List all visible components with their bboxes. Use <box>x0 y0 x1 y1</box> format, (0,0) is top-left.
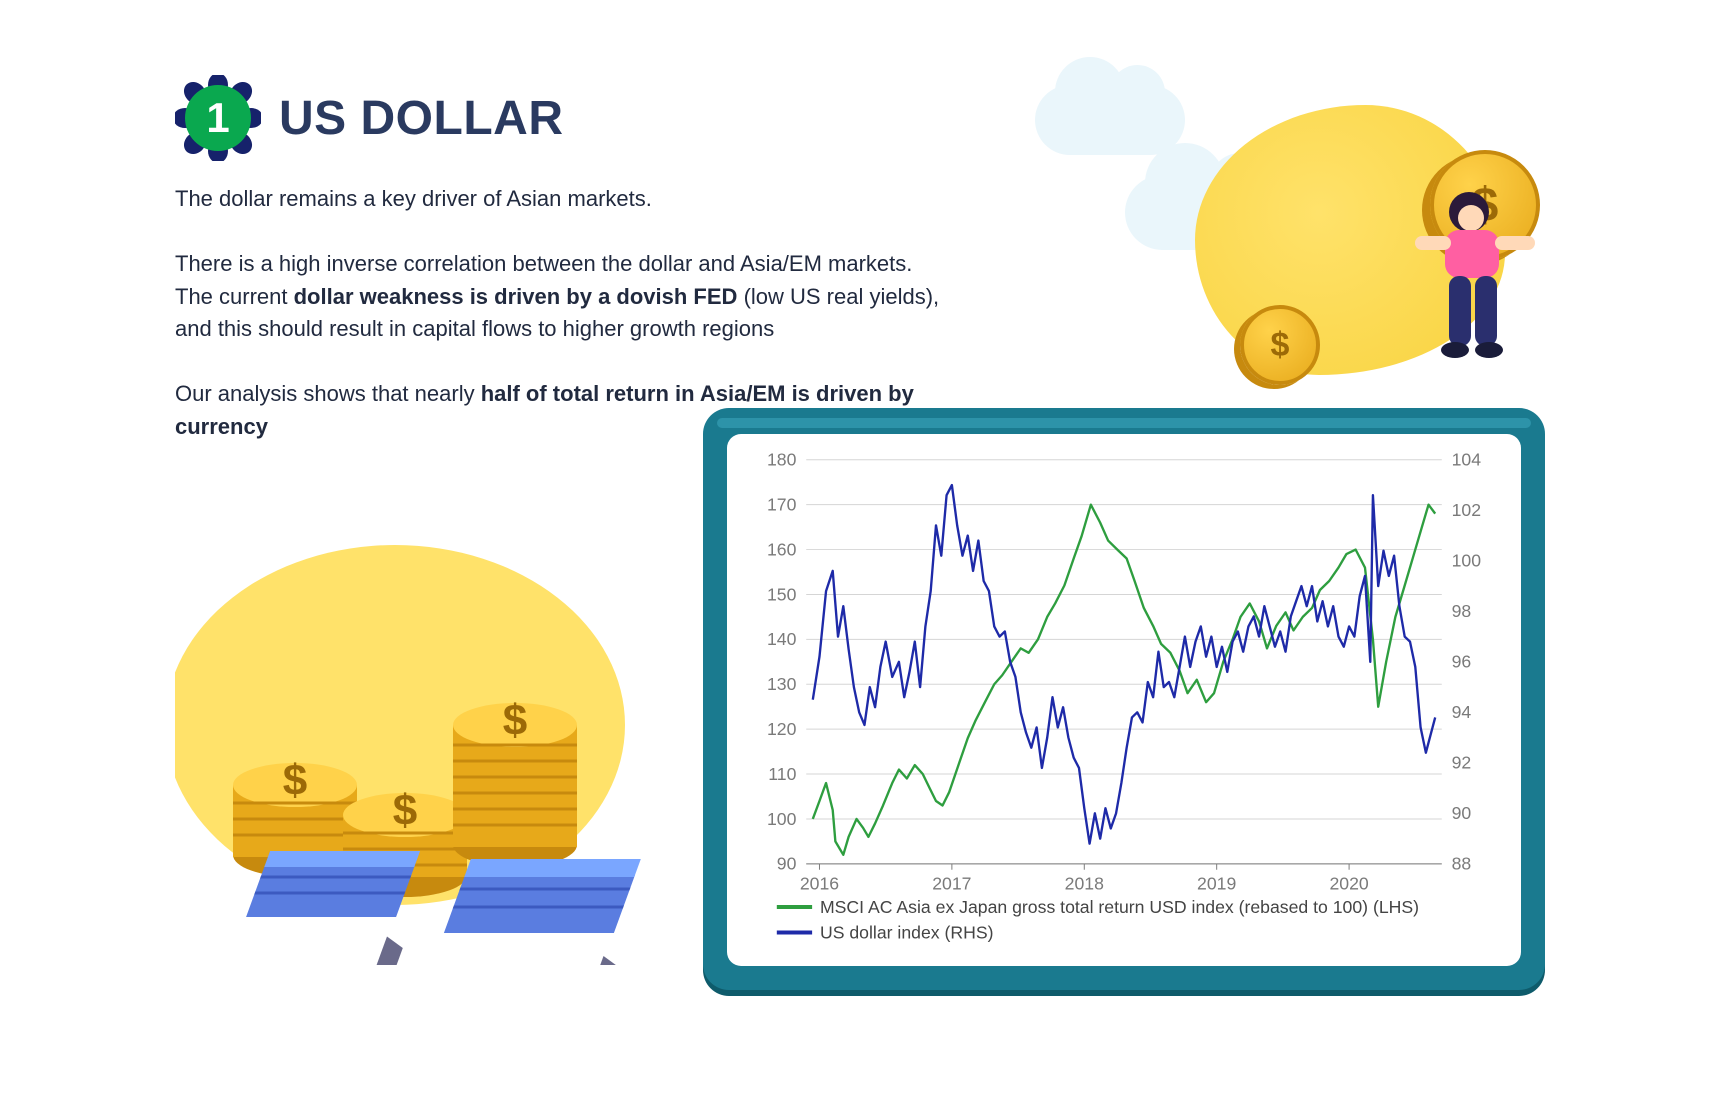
cloud-icon <box>1035 85 1185 155</box>
svg-text:2019: 2019 <box>1197 873 1236 893</box>
paragraph-block: The dollar remains a key driver of Asian… <box>175 183 945 443</box>
svg-text:110: 110 <box>768 764 796 784</box>
svg-text:104: 104 <box>1452 450 1482 470</box>
svg-text:MSCI AC Asia ex Japan gross to: MSCI AC Asia ex Japan gross total return… <box>820 897 1419 917</box>
section-title: US DOLLAR <box>279 91 563 146</box>
para-line-1: The dollar remains a key driver of Asian… <box>175 186 652 211</box>
svg-text:160: 160 <box>767 539 797 559</box>
line-chart: 90 100 110 120 130 140 150 160 170 180 88 90 92 94 96 9… <box>737 448 1511 958</box>
svg-text:$: $ <box>283 756 307 805</box>
svg-text:140: 140 <box>767 629 797 649</box>
header-block: 1 US DOLLAR The dollar remains a key dri… <box>175 75 945 443</box>
svg-text:100: 100 <box>767 809 797 829</box>
svg-text:US dollar index (RHS): US dollar index (RHS) <box>820 922 994 942</box>
svg-text:100: 100 <box>1452 551 1482 571</box>
svg-text:180: 180 <box>767 450 797 470</box>
coin-stacks-icon: $ $ $ <box>175 535 695 965</box>
svg-text:102: 102 <box>1452 500 1481 520</box>
svg-text:2017: 2017 <box>932 873 971 893</box>
svg-text:170: 170 <box>767 495 797 515</box>
svg-text:$: $ <box>393 786 417 835</box>
svg-text:98: 98 <box>1452 601 1472 621</box>
svg-text:90: 90 <box>1452 803 1472 823</box>
title-row: 1 US DOLLAR <box>175 75 945 161</box>
svg-text:120: 120 <box>767 719 797 739</box>
infographic-canvas: 1 US DOLLAR The dollar remains a key dri… <box>175 75 1545 990</box>
dollar-sign: $ <box>1271 326 1290 365</box>
panel-highlight <box>717 418 1531 428</box>
svg-text:96: 96 <box>1452 652 1472 672</box>
section-number: 1 <box>185 85 251 151</box>
chart-panel: 90 100 110 120 130 140 150 160 170 180 88 90 92 94 96 9… <box>703 408 1545 990</box>
section-number-badge: 1 <box>175 75 261 161</box>
chart-card: 90 100 110 120 130 140 150 160 170 180 88 90 92 94 96 9… <box>727 434 1521 966</box>
svg-text:92: 92 <box>1452 753 1472 773</box>
coin-icon: $ <box>1240 305 1320 385</box>
para-line-2-bold: dollar weakness is driven by a dovish FE… <box>294 284 738 309</box>
svg-text:88: 88 <box>1452 854 1472 874</box>
svg-text:94: 94 <box>1452 702 1472 722</box>
svg-text:90: 90 <box>777 854 797 874</box>
para-line-3a: Our analysis shows that nearly <box>175 381 481 406</box>
svg-text:$: $ <box>503 696 527 745</box>
svg-text:2020: 2020 <box>1329 873 1368 893</box>
svg-text:150: 150 <box>767 584 797 604</box>
svg-text:2018: 2018 <box>1065 873 1104 893</box>
person-icon <box>1405 190 1545 370</box>
svg-text:2016: 2016 <box>800 873 839 893</box>
chart-area: 90 100 110 120 130 140 150 160 170 180 88 90 92 94 96 9… <box>737 448 1511 958</box>
hero-illustration: $ $ <box>975 75 1545 375</box>
svg-text:130: 130 <box>767 674 797 694</box>
